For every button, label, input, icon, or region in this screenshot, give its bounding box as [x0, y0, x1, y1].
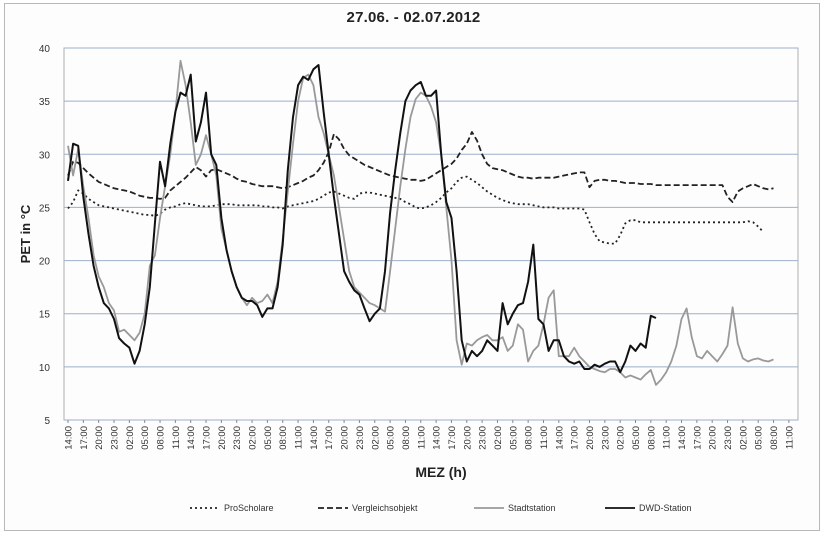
x-tick-label: 23:00	[478, 426, 489, 450]
x-tick-label: 23:00	[600, 426, 611, 450]
x-tick-label: 17:00	[324, 426, 335, 450]
y-tick-label: 35	[39, 97, 51, 108]
y-axis-label: PET in °C	[18, 204, 33, 263]
series-line-vergleichsobjekt	[67, 131, 774, 204]
x-tick-label: 05:00	[754, 426, 765, 450]
x-tick-label: 08:00	[646, 426, 657, 450]
x-tick-label: 02:00	[125, 426, 136, 450]
x-tick-label: 14:00	[554, 426, 565, 450]
x-tick-label: 20:00	[217, 426, 228, 450]
x-tick-label: 23:00	[232, 426, 243, 450]
x-tick-label: 20:00	[340, 426, 351, 450]
x-tick-label: 17:00	[692, 426, 703, 450]
x-tick-label: 23:00	[723, 426, 734, 450]
x-tick-label: 23:00	[355, 426, 366, 450]
x-tick-label: 08:00	[769, 426, 780, 450]
legend-label: Vergleichsobjekt	[352, 503, 418, 513]
x-tick-label: 05:00	[263, 426, 274, 450]
x-tick-label: 20:00	[462, 426, 473, 450]
plot-area	[63, 47, 799, 421]
x-tick-label: 11:00	[662, 426, 673, 449]
x-tick-label: 02:00	[248, 426, 259, 450]
y-tick-label: 10	[39, 363, 51, 374]
x-tick-label: 08:00	[278, 426, 289, 450]
x-tick-label: 20:00	[585, 426, 596, 450]
y-tick-label: 40	[39, 44, 51, 55]
chart-title: 27.06. - 02.07.2012	[346, 9, 481, 26]
series-line-proscholare	[67, 175, 764, 245]
x-tick-label: 02:00	[493, 426, 504, 450]
x-tick-label: 14:00	[64, 426, 75, 450]
x-tick-label: 17:00	[202, 426, 213, 450]
legend-label: DWD-Station	[639, 503, 692, 513]
x-tick-label: 11:00	[171, 426, 182, 449]
series-line-stadtstation	[67, 59, 774, 386]
x-tick-label: 02:00	[370, 426, 381, 450]
x-tick-label: 11:00	[784, 426, 795, 449]
x-tick-label: 14:00	[677, 426, 688, 450]
legend-label: ProScholare	[224, 503, 274, 513]
legend-label: Stadtstation	[508, 503, 556, 513]
x-tick-label: 11:00	[539, 426, 550, 449]
x-tick-label: 05:00	[140, 426, 151, 450]
x-tick-label: 05:00	[386, 426, 397, 450]
chart-frame	[4, 3, 820, 531]
x-tick-label: 20:00	[708, 426, 719, 450]
x-tick-label: 11:00	[416, 426, 427, 449]
x-tick-label: 14:00	[432, 426, 443, 450]
y-tick-label: 30	[39, 150, 51, 161]
y-tick-label: 5	[44, 416, 50, 427]
x-tick-label: 11:00	[294, 426, 305, 449]
x-tick-label: 20:00	[94, 426, 105, 450]
x-tick-label: 17:00	[447, 426, 458, 450]
x-tick-label: 14:00	[309, 426, 320, 450]
x-tick-label: 05:00	[631, 426, 642, 450]
x-tick-label: 23:00	[110, 426, 121, 450]
x-tick-label: 08:00	[524, 426, 535, 450]
x-tick-label: 02:00	[616, 426, 627, 450]
x-tick-label: 08:00	[156, 426, 167, 450]
x-tick-label: 02:00	[738, 426, 749, 450]
y-tick-label: 25	[39, 203, 51, 214]
x-tick-label: 17:00	[570, 426, 581, 450]
y-tick-label: 20	[39, 257, 51, 268]
series-line-dwd-station	[67, 64, 657, 374]
x-axis-label: MEZ (h)	[415, 464, 466, 480]
y-tick-label: 15	[39, 310, 51, 321]
x-tick-label: 05:00	[508, 426, 519, 450]
x-tick-label: 14:00	[186, 426, 197, 450]
x-tick-label: 17:00	[79, 426, 90, 450]
x-tick-label: 08:00	[401, 426, 412, 450]
